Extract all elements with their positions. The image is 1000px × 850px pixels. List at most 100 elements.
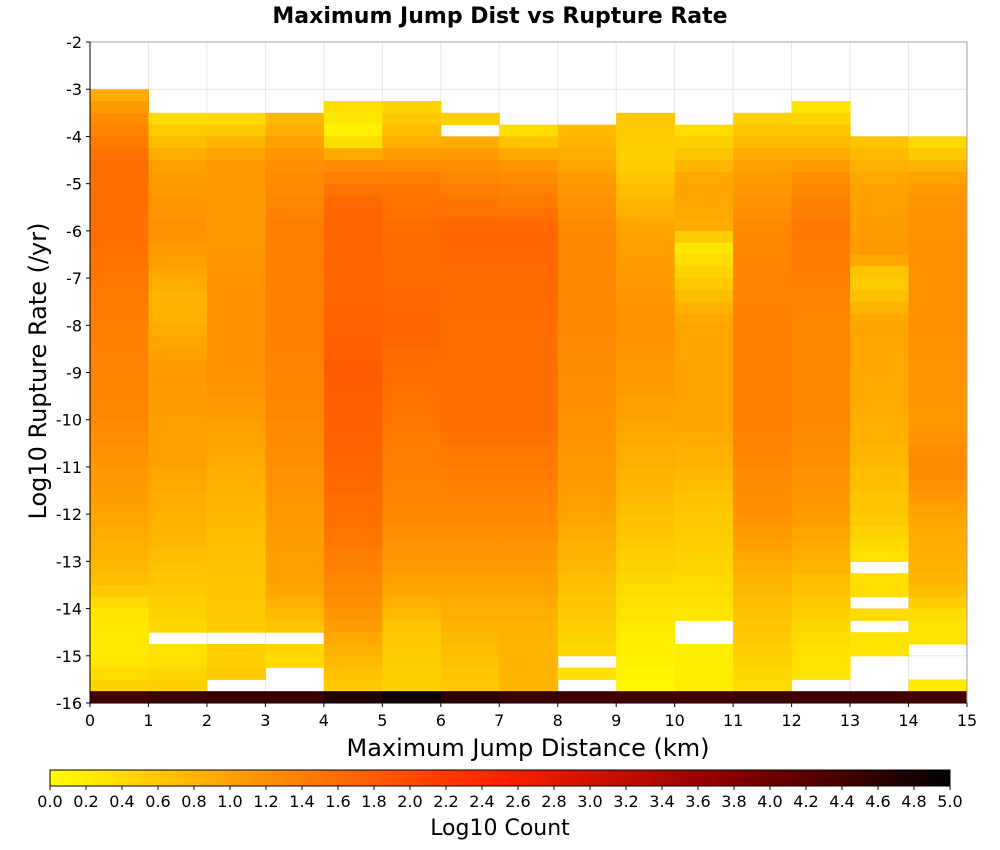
heatmap-cell <box>90 348 149 362</box>
colorbar-tick-label: 2.0 <box>397 792 422 811</box>
heatmap-cell-bottom <box>733 691 793 703</box>
heatmap-cell <box>733 549 793 562</box>
x-tick-label: 7 <box>494 711 504 730</box>
heatmap-cell <box>148 502 208 515</box>
heatmap-cells <box>90 89 968 703</box>
heatmap-cell <box>265 490 325 503</box>
heatmap-cell <box>674 679 734 692</box>
heatmap-cell <box>323 360 383 373</box>
heatmap-cell <box>850 148 910 161</box>
heatmap-cell <box>90 266 149 279</box>
heatmap-cell <box>674 301 734 314</box>
heatmap-cell <box>440 195 500 208</box>
heatmap-cell <box>791 101 851 114</box>
heatmap-cell <box>440 490 500 503</box>
heatmap-cell <box>206 266 266 279</box>
heatmap-cell <box>791 301 851 314</box>
heatmap-cell <box>265 337 325 350</box>
heatmap-cell <box>206 183 266 196</box>
x-tick-label: 11 <box>723 711 743 730</box>
heatmap-cell <box>791 632 851 645</box>
heatmap-cell <box>440 183 500 196</box>
heatmap-cell <box>791 112 851 126</box>
heatmap-cell <box>499 183 559 196</box>
heatmap-cell <box>791 160 851 173</box>
heatmap-cell <box>850 396 910 409</box>
heatmap-cell <box>265 561 325 574</box>
heatmap-cell <box>323 679 383 692</box>
heatmap-cell <box>557 396 617 409</box>
heatmap-cell <box>323 242 383 255</box>
heatmap-cell <box>499 289 559 303</box>
heatmap-cell <box>148 384 208 397</box>
heatmap-cell <box>674 124 734 137</box>
heatmap-cell <box>850 431 910 444</box>
heatmap-cell <box>206 396 266 409</box>
heatmap-cell <box>908 301 968 314</box>
heatmap-cell <box>206 537 266 551</box>
heatmap-cell <box>265 608 325 621</box>
heatmap-cell <box>733 171 793 185</box>
heatmap-cell <box>440 419 500 433</box>
heatmap-cell <box>908 490 968 503</box>
heatmap-cell <box>850 537 910 551</box>
heatmap-cell <box>674 219 734 232</box>
heatmap-cell <box>674 160 734 173</box>
heatmap-cell <box>616 443 676 456</box>
heatmap-cell-bottom <box>90 691 149 703</box>
heatmap-cell <box>908 348 968 362</box>
heatmap-cell <box>616 242 676 255</box>
heatmap-cell <box>148 525 208 539</box>
heatmap-cell <box>323 195 383 208</box>
heatmap-cell <box>265 525 325 539</box>
heatmap-cell <box>791 360 851 373</box>
heatmap-cell <box>733 360 793 373</box>
heatmap-cell <box>908 620 968 633</box>
heatmap-cell <box>440 502 500 515</box>
heatmap-cell <box>908 219 968 232</box>
heatmap-cell <box>90 136 149 149</box>
heatmap-cell <box>733 478 793 492</box>
heatmap-cell <box>616 313 676 326</box>
x-tick-label: 10 <box>664 711 684 730</box>
heatmap-cell <box>557 573 617 586</box>
y-tick-label: -13 <box>56 552 82 571</box>
heatmap-cell <box>323 148 383 161</box>
heatmap-cell <box>323 207 383 220</box>
heatmap-cell <box>206 278 266 291</box>
heatmap-cell <box>148 655 208 669</box>
heatmap-cell <box>791 207 851 220</box>
heatmap-cell <box>674 242 734 255</box>
heatmap-cell <box>733 348 793 362</box>
heatmap-cell <box>616 230 676 244</box>
heatmap-cell <box>908 289 968 303</box>
heatmap-cell <box>674 230 734 244</box>
heatmap-cell <box>499 313 559 326</box>
heatmap-cell <box>499 242 559 255</box>
heatmap-cell <box>382 360 442 373</box>
heatmap-cell <box>850 266 910 279</box>
heatmap-cell <box>90 419 149 433</box>
heatmap-cell <box>733 301 793 314</box>
heatmap-cell <box>90 466 149 480</box>
y-tick-label: -16 <box>56 694 82 713</box>
heatmap-cell <box>323 266 383 279</box>
heatmap-cell <box>616 419 676 433</box>
y-tick-label: -6 <box>66 222 82 241</box>
colorbar-tick-labels: 0.0 0.2 0.4 0.6 0.8 1.0 1.2 1.4 1.6 1.8 2.0 2.2 2.4 2… <box>37 786 963 811</box>
heatmap-cell <box>90 384 149 397</box>
heatmap-cell <box>616 455 676 468</box>
heatmap-cell <box>674 136 734 149</box>
y-tick-label: -8 <box>66 316 82 335</box>
heatmap-cell <box>265 584 325 598</box>
heatmap-cell <box>265 620 325 633</box>
y-tick-label: -4 <box>66 127 82 146</box>
heatmap-cell <box>382 372 442 385</box>
heatmap-cell <box>440 643 500 657</box>
heatmap-cell <box>616 573 676 586</box>
heatmap-cell <box>733 502 793 515</box>
heatmap-cell <box>908 171 968 185</box>
heatmap-cell <box>148 514 208 527</box>
heatmap-cell <box>499 148 559 161</box>
heatmap-cell <box>850 230 910 244</box>
